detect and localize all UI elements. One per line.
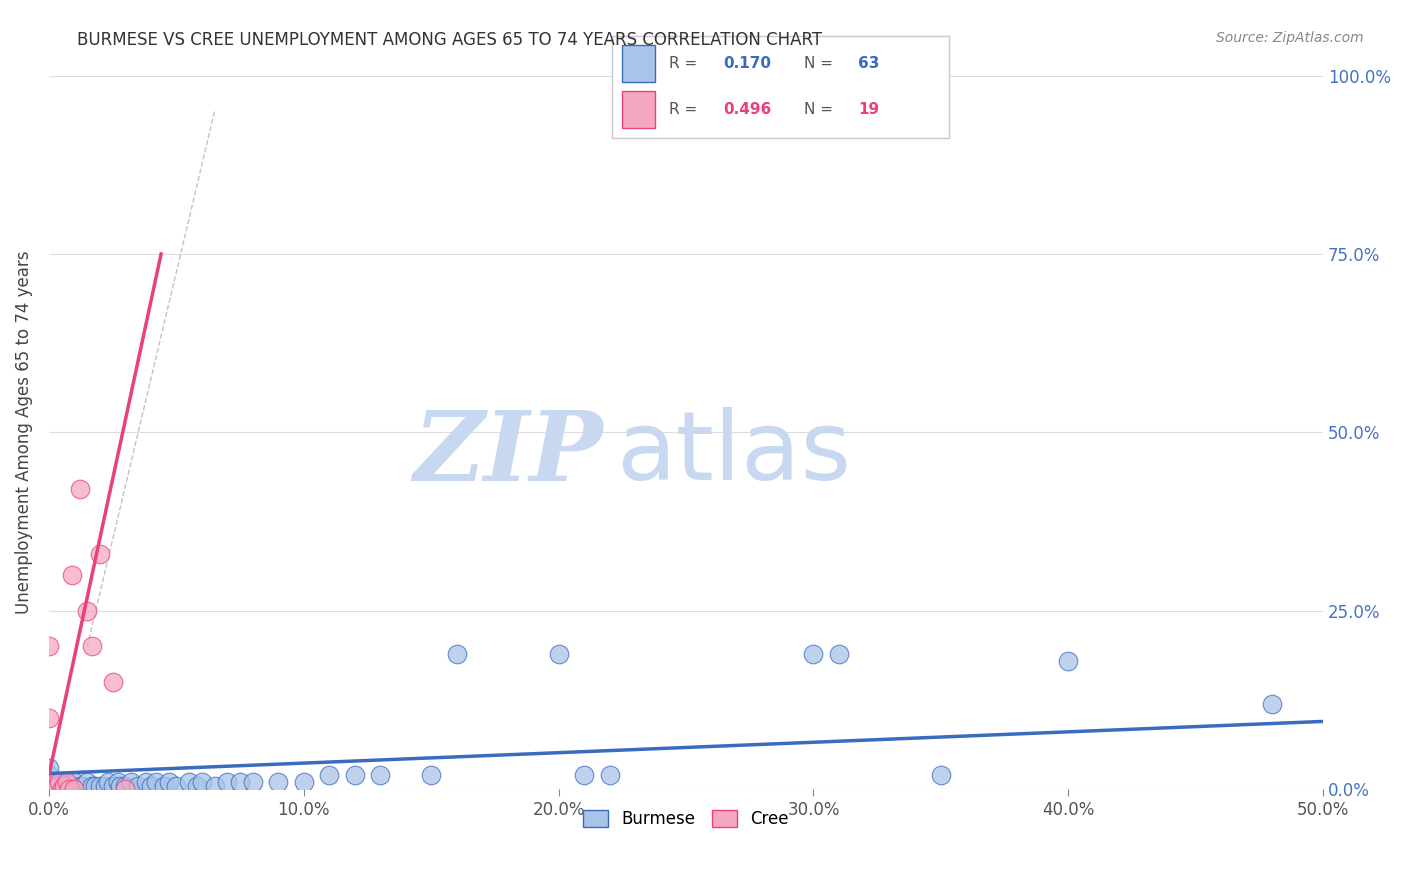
Point [135, 775, 157, 789]
Point [53, 779, 76, 793]
Point [60, 779, 83, 793]
Point [114, 782, 136, 797]
Point [51, 782, 73, 797]
Point [204, 779, 226, 793]
Point [56, 779, 79, 793]
Point [38, 779, 60, 793]
Text: Source: ZipAtlas.com: Source: ZipAtlas.com [1216, 31, 1364, 45]
Point [58, 782, 80, 797]
Point [191, 775, 214, 789]
Point [48, 775, 70, 789]
Text: R =: R = [669, 102, 702, 117]
Point [45, 779, 67, 793]
Point [38, 782, 60, 797]
Point [157, 775, 180, 789]
Text: 19: 19 [858, 102, 879, 117]
Point [114, 779, 136, 793]
Point [572, 768, 595, 782]
Point [76, 782, 98, 797]
Point [42, 782, 65, 797]
Point [83, 779, 105, 793]
Point [76, 775, 98, 789]
Point [51, 779, 73, 793]
Point [48, 779, 70, 793]
Point [242, 775, 264, 789]
Point [186, 779, 208, 793]
Point [63, 782, 86, 797]
Legend: Burmese, Cree: Burmese, Cree [576, 803, 796, 834]
Text: ZIP: ZIP [413, 407, 603, 500]
Point [38, 768, 60, 782]
Point [229, 775, 252, 789]
Point [94, 779, 117, 793]
Text: BURMESE VS CREE UNEMPLOYMENT AMONG AGES 65 TO 74 YEARS CORRELATION CHART: BURMESE VS CREE UNEMPLOYMENT AMONG AGES … [77, 31, 823, 49]
Point [547, 647, 569, 661]
Point [101, 675, 124, 690]
Point [318, 768, 340, 782]
Point [38, 775, 60, 789]
Point [53, 782, 76, 797]
Point [139, 779, 162, 793]
Text: 0.496: 0.496 [723, 102, 772, 117]
Point [107, 775, 129, 789]
Point [599, 768, 621, 782]
Point [101, 779, 124, 793]
Point [42, 779, 65, 793]
Point [929, 768, 952, 782]
Point [58, 779, 80, 793]
Point [63, 775, 86, 789]
Point [1057, 654, 1080, 668]
Point [51, 782, 73, 797]
Point [45, 779, 67, 793]
Point [38, 640, 60, 654]
Point [165, 779, 187, 793]
Point [38, 711, 60, 725]
Point [69, 779, 91, 793]
Point [56, 775, 79, 789]
Point [48, 782, 70, 797]
Point [152, 779, 174, 793]
Text: N =: N = [804, 102, 838, 117]
Point [145, 775, 167, 789]
Point [70, 779, 93, 793]
Point [89, 547, 111, 561]
Point [179, 775, 201, 789]
Point [89, 779, 111, 793]
Point [420, 768, 443, 782]
Point [343, 768, 366, 782]
Y-axis label: Unemployment Among Ages 65 to 74 years: Unemployment Among Ages 65 to 74 years [15, 251, 32, 614]
Point [38, 775, 60, 789]
Point [110, 779, 132, 793]
Point [76, 604, 98, 618]
Point [69, 483, 91, 497]
Text: 63: 63 [858, 56, 879, 70]
Text: R =: R = [669, 56, 702, 70]
Point [1261, 697, 1284, 711]
Point [292, 775, 315, 789]
Point [446, 647, 468, 661]
Point [82, 779, 104, 793]
Point [97, 775, 120, 789]
Text: N =: N = [804, 56, 838, 70]
Point [60, 568, 83, 582]
Point [38, 782, 60, 797]
Point [120, 775, 142, 789]
Point [42, 782, 65, 797]
Point [828, 647, 851, 661]
Text: atlas: atlas [616, 408, 851, 500]
Point [217, 775, 239, 789]
Point [803, 647, 825, 661]
FancyBboxPatch shape [621, 91, 655, 128]
Point [38, 761, 60, 775]
Point [45, 782, 67, 797]
Point [82, 640, 104, 654]
Text: 0.170: 0.170 [723, 56, 770, 70]
Point [127, 779, 149, 793]
FancyBboxPatch shape [621, 45, 655, 82]
Point [267, 775, 290, 789]
Point [368, 768, 391, 782]
Point [53, 775, 76, 789]
Point [63, 782, 86, 797]
